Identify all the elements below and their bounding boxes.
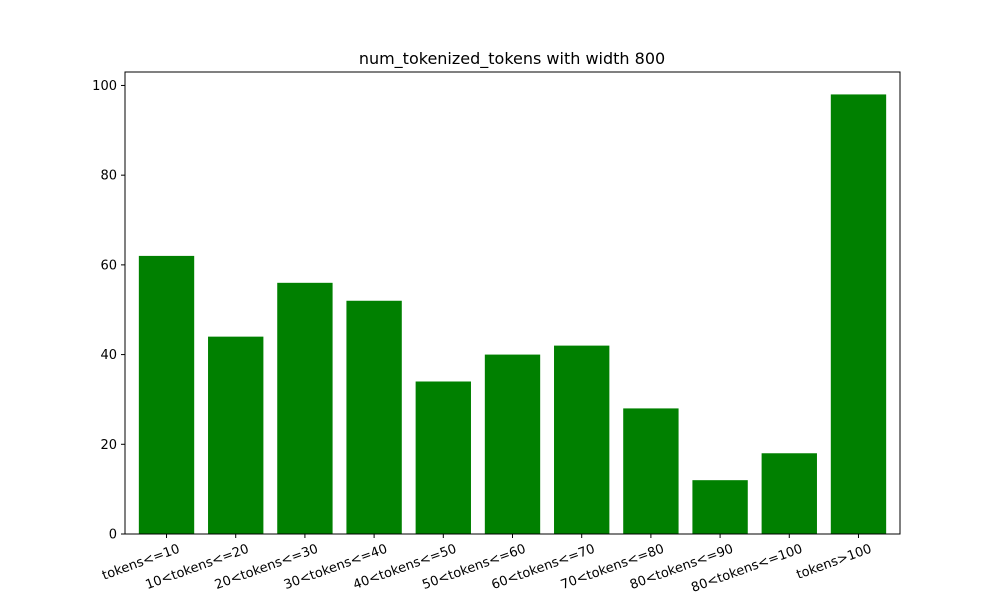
plot-frame [124,71,901,535]
bar-1 [208,336,264,534]
y-tick-label: 60 [100,258,117,273]
x-axis: tokens<=1010<tokens<=2020<tokens<=3030<t… [100,534,874,596]
bar-0 [138,255,195,535]
bar-7 [623,408,679,534]
bar-10 [830,94,887,534]
bar-2 [277,282,333,534]
bars-group [138,94,887,535]
y-axis: 0 20 40 60 80 100 [92,79,125,543]
bar-4 [415,381,471,534]
y-tick-label: 40 [100,348,117,363]
y-tick-label: 100 [92,79,117,94]
x-tick-label: tokens>100 [795,542,874,583]
bar-8 [692,480,748,534]
bar-6 [554,345,610,534]
bar-9 [761,453,817,534]
bar-5 [484,354,541,534]
y-tick-label: 80 [100,169,117,184]
bar-3 [346,300,402,534]
y-tick-label: 0 [109,528,117,543]
y-tick-label: 20 [100,438,117,453]
chart-title: num_tokenized_tokens with width 800 [359,49,665,69]
